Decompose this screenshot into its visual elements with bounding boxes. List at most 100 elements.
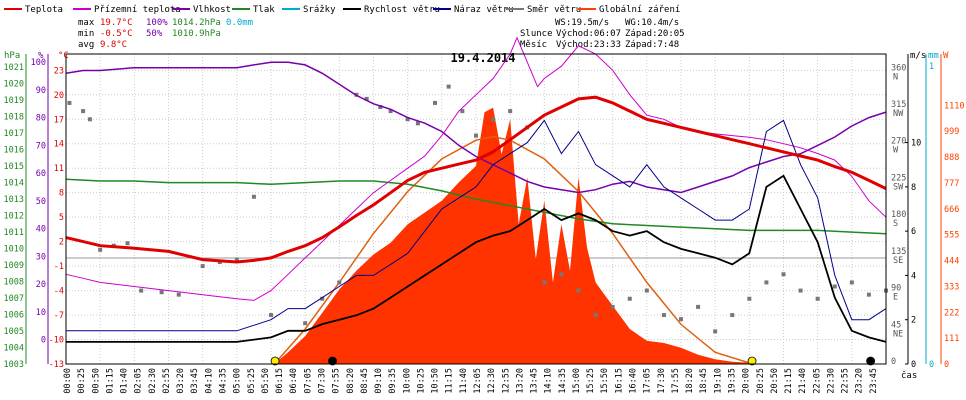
tick-x: 07:05	[303, 368, 313, 394]
tick-temp: 11	[54, 164, 64, 174]
tick-temp: 23	[54, 66, 64, 76]
tick-x: 01:40	[120, 368, 130, 394]
tick-x: 01:15	[105, 368, 115, 394]
tick-x: 04:10	[204, 368, 214, 394]
tick-temp: -10	[49, 336, 64, 346]
tick-x: 10:00	[402, 368, 412, 394]
sunrise-marker	[270, 356, 280, 366]
series-smer-point	[627, 296, 632, 301]
tick-ms: 6	[911, 227, 916, 237]
info-moon-label: Měsíc	[520, 40, 547, 50]
tick-hpa: 1013	[4, 195, 24, 205]
tick-dir: 180	[891, 210, 906, 220]
tick-ms: 0	[911, 360, 916, 370]
tick-x: 22:30	[826, 368, 836, 394]
series-smer-point	[251, 194, 256, 199]
series-vlhkost	[65, 61, 887, 194]
series-tlak	[65, 178, 887, 235]
x-axis-label: čas	[901, 370, 917, 381]
tick-pct: 90	[36, 86, 46, 96]
series-smer-point	[388, 109, 393, 114]
tick-hpa: 1011	[4, 228, 24, 238]
tick-temp: -13	[49, 360, 64, 370]
tick-x: 10:50	[431, 368, 441, 394]
tick-x: 17:30	[657, 368, 667, 394]
tick-x: 19:35	[727, 368, 737, 394]
tick-hpa: 1019	[4, 96, 24, 106]
tick-hpa: 1004	[4, 344, 24, 354]
series-smer-point	[98, 247, 103, 252]
sunset-marker	[747, 356, 757, 366]
tick-pct: 0	[41, 336, 46, 346]
tick-x: 21:40	[798, 368, 808, 394]
series-smer-point	[713, 329, 718, 334]
tick-x: 20:00	[742, 368, 752, 394]
axis-unit-hpa: hPa	[4, 51, 20, 61]
tick-temp: 2	[59, 238, 64, 248]
tick-dir: 270	[891, 137, 906, 147]
tick-hpa: 1007	[4, 294, 24, 304]
tick-x: 15:25	[586, 368, 596, 394]
series-smer-point	[832, 284, 837, 289]
series-smer-point	[378, 105, 383, 110]
series-smer-point	[405, 117, 410, 122]
axis-unit-mm: mm	[928, 51, 939, 61]
info-sun-set: Západ:20:05	[625, 29, 685, 39]
tick-x: 14:10	[544, 368, 554, 394]
tick-dir: 45	[891, 320, 901, 330]
series-prizemni-teplota	[65, 36, 887, 301]
tick-hpa: 1015	[4, 162, 24, 172]
legend-vlhkost: Vlhkost	[193, 5, 231, 15]
series-smer-point	[747, 296, 752, 301]
series-smer-point	[125, 241, 130, 246]
stat-min-label: min	[78, 29, 94, 39]
moonrise-marker	[866, 356, 876, 366]
tick-w: 666	[944, 205, 959, 215]
series-smer-point	[798, 288, 803, 293]
tick-w: 0	[944, 360, 949, 370]
series-smer-point	[474, 133, 478, 138]
series-smer-point	[139, 288, 144, 293]
tick-x: 15:00	[572, 368, 582, 394]
stat-max-label: max	[78, 18, 95, 28]
tick-temp: -4	[54, 287, 64, 297]
tick-x: 13:20	[515, 368, 525, 394]
stat-max-hum: 100%	[146, 18, 168, 28]
tick-x: 07:30	[317, 368, 327, 394]
tick-x: 18:45	[699, 368, 709, 394]
tick-dir: 90	[891, 284, 901, 294]
series-smer-point	[644, 288, 649, 293]
tick-dir-cardinal: NE	[893, 329, 903, 339]
tick-dir-cardinal: W	[893, 146, 899, 156]
series-smer-point	[460, 109, 465, 114]
legend-srazky: Srážky	[303, 5, 336, 15]
tick-temp: 20	[54, 91, 64, 101]
tick-pct: 60	[36, 169, 46, 179]
tick-dir-cardinal: S	[893, 219, 898, 229]
tick-x: 09:35	[388, 368, 398, 394]
tick-hpa: 1021	[4, 63, 24, 73]
tick-x: 07:55	[332, 368, 342, 394]
series	[65, 36, 888, 366]
moonset-marker	[328, 356, 337, 366]
series-clear-sky	[273, 135, 754, 365]
tick-pct: 20	[36, 280, 46, 290]
series-smer-point	[866, 292, 871, 297]
tick-w: 777	[944, 179, 959, 189]
tick-ms: 10	[911, 139, 921, 149]
tick-mm: 1	[929, 62, 934, 72]
stat-max-press: 1014.2hPa	[172, 18, 221, 28]
tick-w: 333	[944, 282, 959, 292]
tick-hpa: 1020	[4, 80, 24, 90]
series-rychlost-vetru	[66, 174, 887, 343]
series-smer-point	[679, 317, 683, 322]
tick-x: 16:40	[629, 368, 639, 394]
tick-dir: 315	[891, 100, 906, 110]
tick-x: 20:50	[770, 368, 780, 394]
info-sun-rise: Východ:06:07	[556, 29, 621, 39]
axis-unit-pct: %	[38, 51, 44, 61]
series-smer-point	[303, 321, 308, 326]
tick-hpa: 1018	[4, 113, 24, 123]
tick-hpa: 1003	[4, 360, 24, 370]
